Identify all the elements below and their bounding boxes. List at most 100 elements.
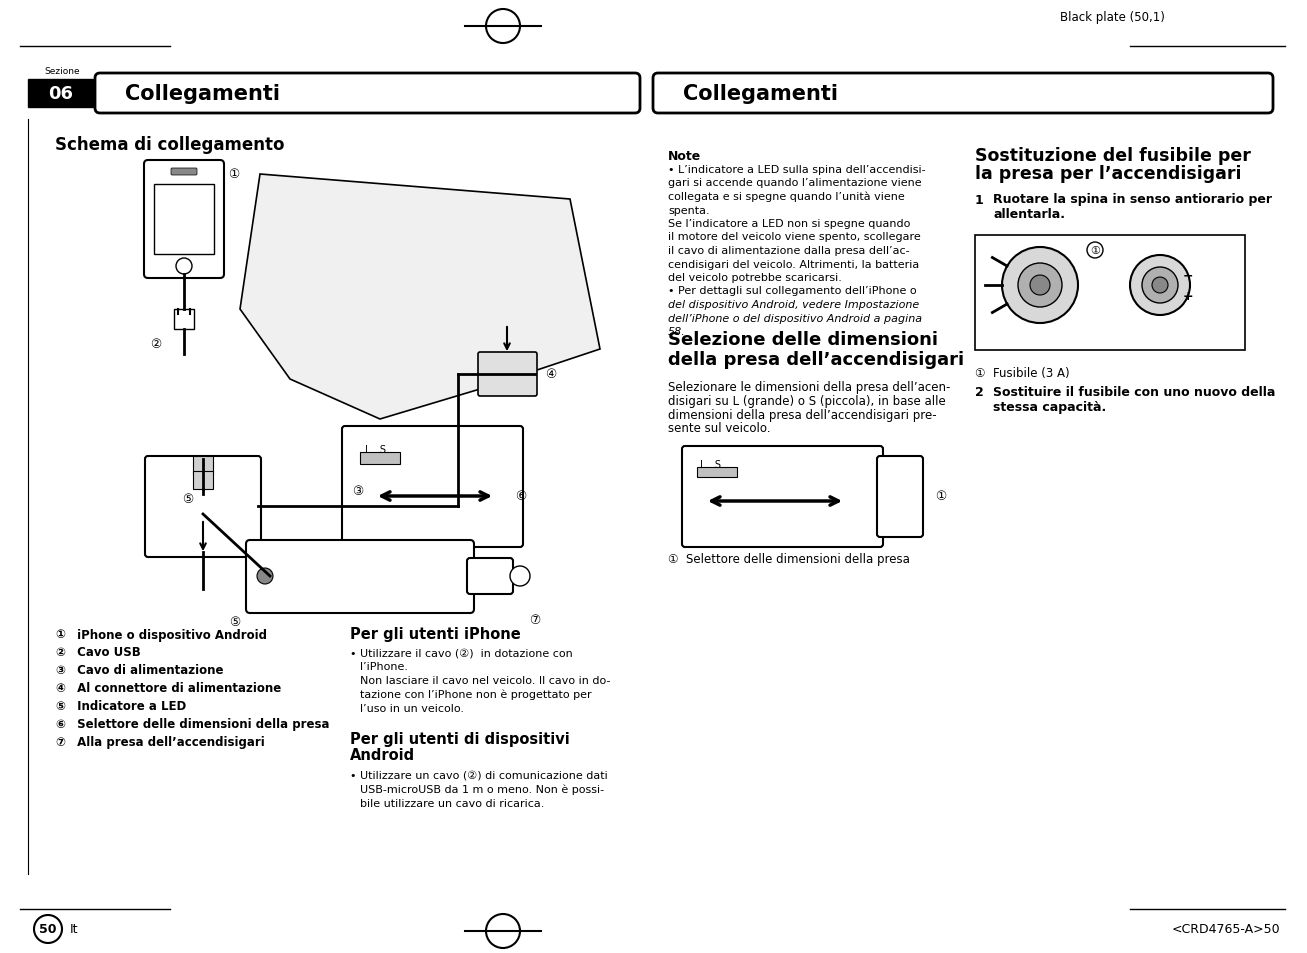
Text: ④: ④ [55,681,65,695]
Polygon shape [240,174,600,419]
FancyBboxPatch shape [682,447,884,547]
FancyBboxPatch shape [467,558,514,595]
Text: • Utilizzare un cavo (②) di comunicazione dati: • Utilizzare un cavo (②) di comunicazion… [350,770,608,781]
Text: bile utilizzare un cavo di ricarica.: bile utilizzare un cavo di ricarica. [359,799,545,808]
Text: +: + [1183,289,1193,302]
FancyBboxPatch shape [95,74,640,113]
Text: gari si accende quando l’alimentazione viene: gari si accende quando l’alimentazione v… [668,178,921,189]
Text: Android: Android [350,748,416,762]
Bar [359,453,400,464]
Text: ①: ① [1090,246,1100,255]
Bar [174,310,193,330]
Text: Se l’indicatore a LED non si spegne quando: Se l’indicatore a LED non si spegne quan… [668,219,911,229]
Bar [154,185,214,254]
Text: cendisigari del veicolo. Altrimenti, la batteria: cendisigari del veicolo. Altrimenti, la … [668,259,919,269]
Text: ⑤: ⑤ [229,615,240,628]
Text: Per gli utenti di dispositivi: Per gli utenti di dispositivi [350,732,570,747]
Text: il cavo di alimentazione dalla presa dell’ac-: il cavo di alimentazione dalla presa del… [668,246,910,255]
Text: ①  Fusibile (3 A): ① Fusibile (3 A) [975,366,1069,379]
Text: ⑥: ⑥ [55,718,65,731]
Text: spenta.: spenta. [668,205,710,215]
Text: 50: 50 [39,923,56,936]
Text: Note: Note [668,150,702,162]
Text: il motore del veicolo viene spento, scollegare: il motore del veicolo viene spento, scol… [668,233,920,242]
Circle shape [1131,255,1189,315]
Text: la presa per l’accendisigari: la presa per l’accendisigari [975,165,1242,183]
Text: −: − [1183,269,1193,282]
Circle shape [1018,264,1063,308]
Text: ②: ② [150,338,162,351]
Circle shape [510,566,531,586]
Text: dimensioni della presa dell’accendisigari pre-: dimensioni della presa dell’accendisigar… [668,408,937,421]
Text: ⑥: ⑥ [515,490,527,503]
Bar [193,472,213,490]
Text: ⑦: ⑦ [55,736,65,749]
Text: Collegamenti: Collegamenti [684,84,838,104]
Text: • Per dettagli sul collegamento dell’iPhone o: • Per dettagli sul collegamento dell’iPh… [668,286,916,296]
Text: dell’iPhone o del dispositivo Android a pagina: dell’iPhone o del dispositivo Android a … [668,314,923,323]
Text: Sostituire il fusibile con uno nuovo della: Sostituire il fusibile con uno nuovo del… [993,386,1276,399]
Text: della presa dell’accendisigari: della presa dell’accendisigari [668,351,965,369]
Text: ⑤: ⑤ [55,700,65,713]
FancyBboxPatch shape [342,427,523,547]
Text: Non lasciare il cavo nel veicolo. Il cavo in do-: Non lasciare il cavo nel veicolo. Il cav… [359,676,610,685]
Text: Selettore delle dimensioni della presa: Selettore delle dimensioni della presa [73,718,329,731]
Text: • Utilizzare il cavo (②)  in dotazione con: • Utilizzare il cavo (②) in dotazione co… [350,647,572,658]
Text: allentarla.: allentarla. [993,208,1065,220]
Text: Ruotare la spina in senso antiorario per: Ruotare la spina in senso antiorario per [993,193,1272,206]
Circle shape [34,915,61,943]
Text: Indicatore a LED: Indicatore a LED [73,700,187,713]
FancyBboxPatch shape [877,456,923,537]
Text: 06: 06 [48,85,73,103]
Text: collegata e si spegne quando l’unità viene: collegata e si spegne quando l’unità vie… [668,192,904,202]
Text: • L’indicatore a LED sulla spina dell’accendisi-: • L’indicatore a LED sulla spina dell’ac… [668,165,925,174]
Text: l’iPhone.: l’iPhone. [359,661,408,671]
FancyBboxPatch shape [145,456,261,558]
Circle shape [1142,268,1178,304]
Text: Alla presa dell’accendisigari: Alla presa dell’accendisigari [73,736,265,749]
Text: ④: ④ [545,368,557,381]
Text: Schema di collegamento: Schema di collegamento [55,136,285,153]
Circle shape [257,568,273,584]
Text: sente sul veicolo.: sente sul veicolo. [668,421,771,435]
Text: 2: 2 [975,386,984,399]
Text: iPhone o dispositivo Android: iPhone o dispositivo Android [73,628,267,640]
Text: del veicolo potrebbe scaricarsi.: del veicolo potrebbe scaricarsi. [668,273,842,283]
Text: Sostituzione del fusibile per: Sostituzione del fusibile per [975,147,1251,165]
Text: ③: ③ [55,664,65,677]
FancyBboxPatch shape [478,353,537,396]
Text: L   S: L S [365,444,386,455]
Text: ③: ③ [353,485,363,498]
Text: stessa capacità.: stessa capacità. [993,400,1106,413]
Bar [27,80,93,108]
Text: Selezione delle dimensioni: Selezione delle dimensioni [668,331,938,349]
Text: Selezionare le dimensioni della presa dell’acen-: Selezionare le dimensioni della presa de… [668,381,950,395]
Text: 1: 1 [975,193,984,206]
Text: l’uso in un veicolo.: l’uso in un veicolo. [359,703,464,713]
Text: ②: ② [55,646,65,659]
Text: ①  Selettore delle dimensioni della presa: ① Selettore delle dimensioni della presa [668,553,910,566]
Circle shape [1151,277,1168,294]
Circle shape [1030,275,1050,295]
Text: disigari su ​L​ (grande) o ​S​ (piccola), in base alle: disigari su ​L​ (grande) o ​S​ (piccola)… [668,395,946,408]
FancyBboxPatch shape [654,74,1273,113]
Text: ⑤: ⑤ [183,493,193,506]
Text: It: It [71,923,78,936]
Text: tazione con l’iPhone non è progettato per: tazione con l’iPhone non è progettato pe… [359,689,592,700]
Text: ①: ① [55,628,65,640]
Text: Cavo di alimentazione: Cavo di alimentazione [73,664,223,677]
Bar [697,468,737,477]
Text: del dispositivo Android, vedere Impostazione: del dispositivo Android, vedere Impostaz… [668,299,919,310]
Bar [193,456,213,475]
Text: Black plate (50,1): Black plate (50,1) [1060,10,1165,24]
Text: Per gli utenti iPhone: Per gli utenti iPhone [350,627,520,641]
FancyBboxPatch shape [975,235,1246,351]
Text: Collegamenti: Collegamenti [125,84,280,104]
Text: USB-microUSB da 1 m o meno. Non è possi-: USB-microUSB da 1 m o meno. Non è possi- [359,784,604,795]
Circle shape [1087,243,1103,258]
Text: <CRD4765-A>50: <CRD4765-A>50 [1171,923,1280,936]
Text: L   S: L S [701,459,721,470]
FancyBboxPatch shape [246,540,474,614]
FancyBboxPatch shape [171,169,197,175]
FancyBboxPatch shape [144,161,223,278]
